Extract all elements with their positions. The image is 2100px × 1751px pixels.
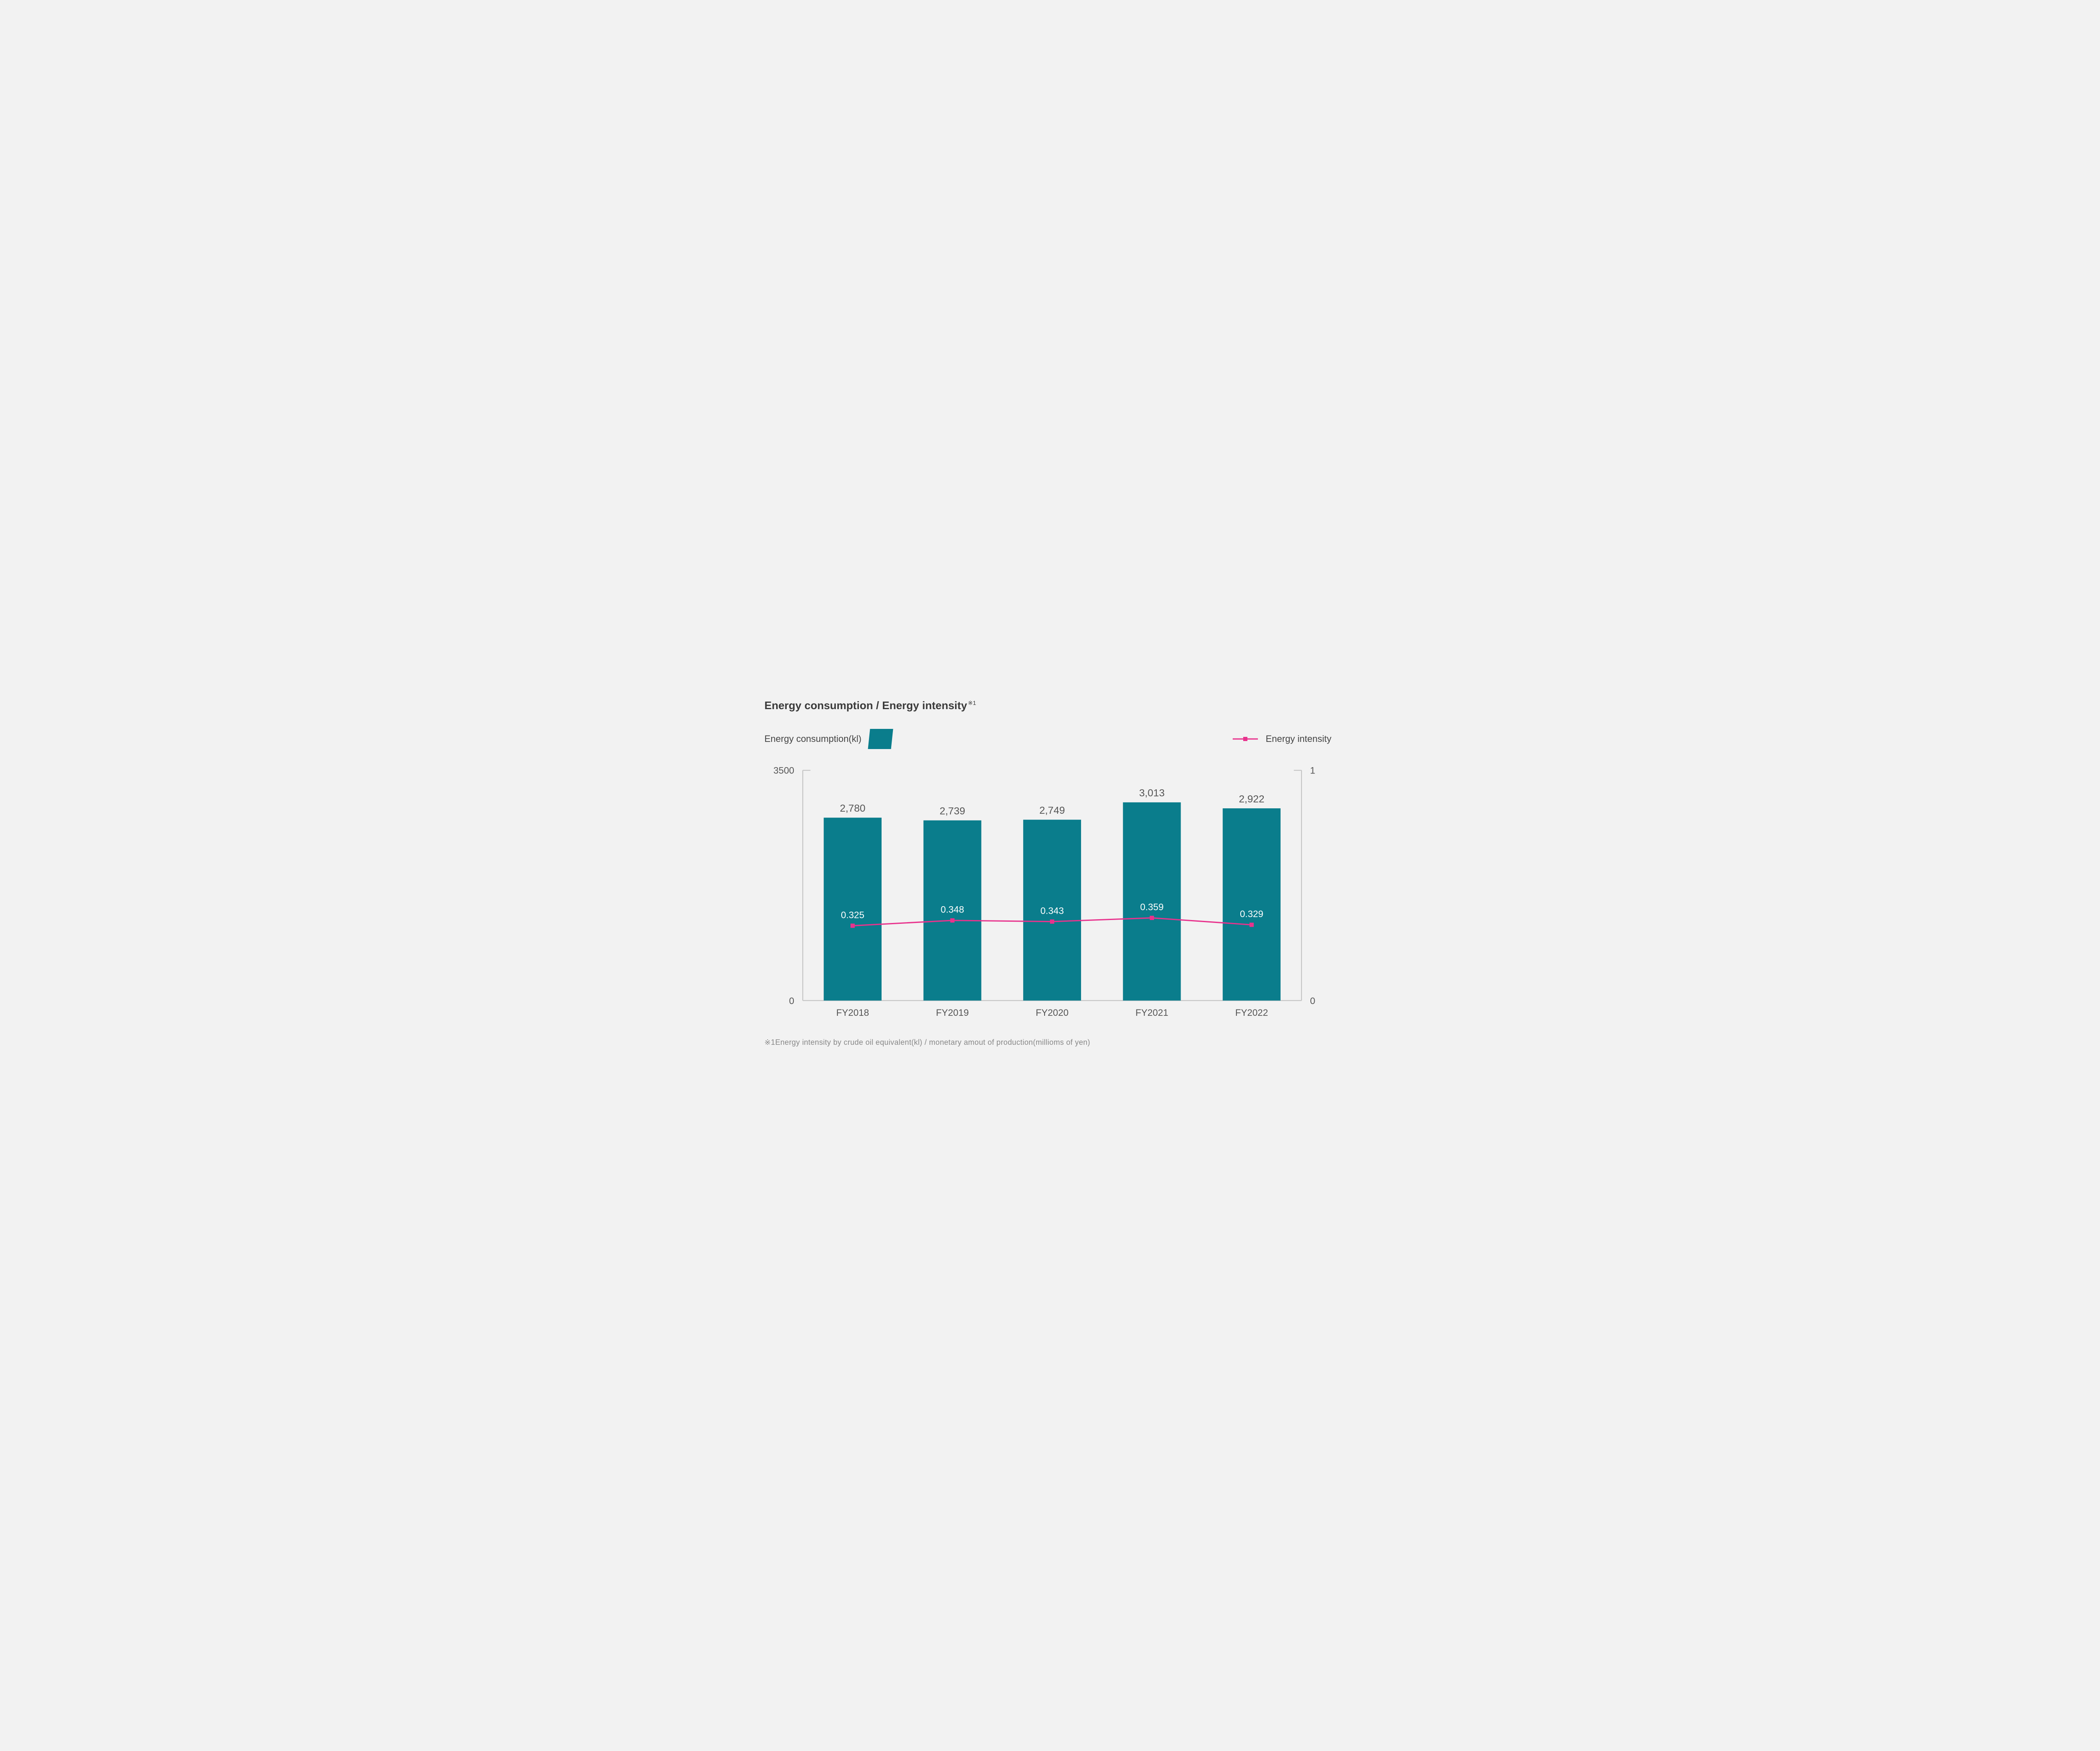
footnote: ※1Energy intensity by crude oil equivale… xyxy=(764,1038,1336,1047)
legend-bar: Energy consumption(kl) xyxy=(764,729,892,749)
svg-text:0.343: 0.343 xyxy=(1040,905,1064,916)
legend-bar-swatch xyxy=(868,729,893,749)
legend-line-swatch xyxy=(1233,736,1258,742)
svg-text:0.359: 0.359 xyxy=(1140,902,1164,912)
svg-text:2,922: 2,922 xyxy=(1239,794,1265,805)
svg-text:FY2019: FY2019 xyxy=(936,1007,969,1018)
svg-text:2,780: 2,780 xyxy=(840,803,866,814)
chart-title: Energy consumption / Energy intensity※1 xyxy=(764,699,1336,712)
svg-text:0.329: 0.329 xyxy=(1240,909,1263,919)
chart-area: 0 3500 0 1 2,780 FY2018 2,739 FY2019 2,749 FY2020… xyxy=(764,762,1336,1031)
svg-text:3,013: 3,013 xyxy=(1139,788,1165,799)
chart-title-sup: ※1 xyxy=(968,699,976,706)
svg-text:FY2022: FY2022 xyxy=(1235,1007,1268,1018)
svg-text:FY2021: FY2021 xyxy=(1135,1007,1168,1018)
svg-text:0: 0 xyxy=(789,996,794,1006)
svg-text:1: 1 xyxy=(1310,765,1315,776)
chart-svg: 0 3500 0 1 2,780 FY2018 2,739 FY2019 2,749 FY2020… xyxy=(764,762,1336,1031)
legend-line: Energy intensity xyxy=(1233,734,1331,744)
svg-text:FY2018: FY2018 xyxy=(836,1007,869,1018)
svg-text:0.325: 0.325 xyxy=(841,910,864,920)
svg-text:2,739: 2,739 xyxy=(940,806,965,817)
svg-text:0.348: 0.348 xyxy=(941,904,964,915)
legend-line-label: Energy intensity xyxy=(1265,734,1331,744)
svg-text:0: 0 xyxy=(1310,996,1315,1006)
svg-text:3500: 3500 xyxy=(773,765,794,776)
svg-text:2,749: 2,749 xyxy=(1040,805,1065,816)
chart-frame: Energy consumption / Energy intensity※1 … xyxy=(735,665,1365,1086)
chart-title-main: Energy consumption / Energy intensity xyxy=(764,699,967,712)
svg-text:FY2020: FY2020 xyxy=(1036,1007,1068,1018)
legend: Energy consumption(kl) Energy intensity xyxy=(764,729,1336,749)
legend-bar-label: Energy consumption(kl) xyxy=(764,734,861,744)
